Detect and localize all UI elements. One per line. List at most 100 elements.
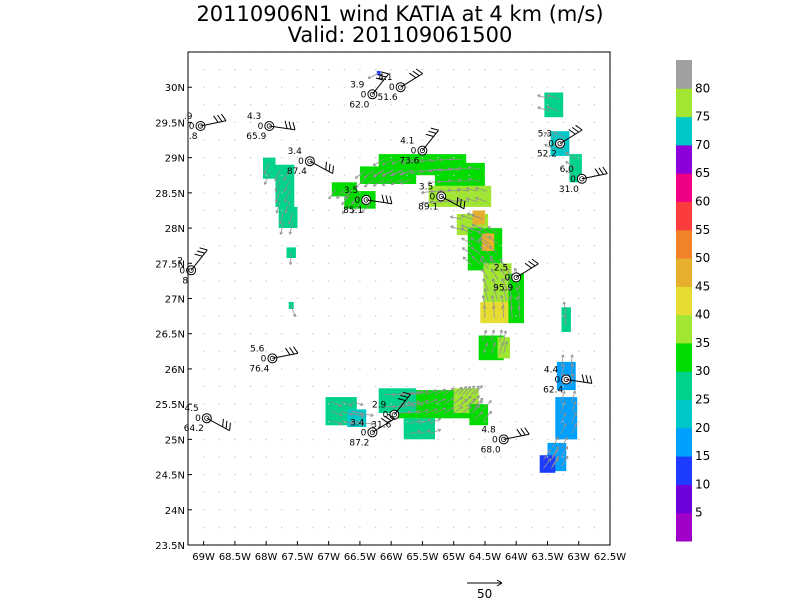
wind-vector-head (341, 210, 346, 215)
grid-dot (531, 385, 533, 388)
grid-dot (390, 509, 392, 511)
grid-dot (546, 121, 549, 124)
grid-dot (343, 509, 345, 511)
wind-vector (434, 407, 446, 414)
wind-vector (373, 169, 384, 177)
wind-vector-head (288, 231, 293, 235)
grid-dot (328, 368, 330, 370)
station-speed: 4.4 (544, 366, 559, 376)
grid-dot (249, 245, 252, 247)
grid-dot (234, 156, 236, 159)
station-speed: 4.8 (481, 425, 496, 435)
station-direction: .8 (189, 132, 198, 142)
wind-vector (401, 159, 413, 164)
grid-dot (499, 509, 502, 511)
grid-dot (515, 121, 517, 124)
wind-vector-head (274, 177, 278, 182)
chart-title: 20110906N1 wind KATIA at 4 km (m/s) (196, 2, 604, 26)
wind-vector (461, 237, 473, 245)
grid-dot (546, 86, 549, 88)
wind-vector-head (442, 398, 446, 402)
wind-vector-head (437, 179, 441, 184)
grid-dot (265, 68, 267, 71)
wind-vector-head (288, 261, 293, 265)
grid-dot (531, 297, 533, 300)
grid-dot (515, 68, 517, 71)
station-zero: 0 (548, 140, 554, 150)
grid-dot (437, 473, 439, 476)
wind-vector (544, 144, 556, 151)
grid-dot (374, 227, 377, 229)
colorbar-label: 45 (695, 279, 710, 293)
grid-dot (546, 526, 549, 529)
wind-barb (515, 263, 539, 278)
grid-dot (202, 473, 205, 476)
wind-vector-head (471, 385, 476, 390)
grid-dot (202, 209, 205, 212)
wind-vector-head (477, 230, 482, 235)
wind-vector-head (451, 397, 455, 401)
grid-dot (437, 68, 439, 71)
wind-vector-head (410, 170, 414, 175)
grid-dot (218, 86, 220, 88)
grid-dot (437, 385, 439, 388)
wind-vector-head (284, 199, 288, 203)
wind-barb-flag (428, 130, 437, 134)
grid-dot (343, 526, 345, 529)
grid-dot (234, 526, 236, 529)
grid-dot (593, 104, 596, 106)
grid-dot (202, 245, 205, 247)
grid-dot (328, 385, 330, 388)
wind-barb-flag (288, 347, 295, 355)
wind-vector (447, 180, 461, 182)
grid-dot (546, 192, 549, 194)
grid-dot (374, 86, 377, 88)
grid-dot (593, 227, 596, 229)
grid-dot (234, 104, 236, 106)
station-direction: 68.0 (481, 445, 501, 455)
wind-vector (392, 393, 405, 395)
grid-dot (453, 209, 455, 212)
grid-dot (531, 509, 533, 511)
wind-barb (400, 73, 423, 88)
wind-barb-flag (229, 422, 231, 431)
grid-dot (359, 156, 361, 159)
wind-vector-head (447, 188, 451, 193)
grid-dot (218, 333, 220, 335)
grid-dot (296, 368, 299, 370)
grid-dot (499, 156, 502, 159)
grid-dot (593, 156, 596, 159)
station-zero: 0 (492, 435, 498, 445)
grid-dot (249, 227, 252, 229)
grid-dot (328, 139, 330, 141)
grid-dot (312, 227, 314, 229)
grid-dot (265, 227, 267, 229)
wind-vector (352, 422, 364, 426)
grid-dot (499, 245, 502, 247)
grid-dot (343, 473, 345, 476)
wind-vector-head (427, 180, 431, 185)
grid-dot (312, 333, 314, 335)
grid-dot (406, 509, 408, 511)
grid-dot (578, 350, 580, 352)
wind-vector-head (460, 224, 465, 228)
wind-vector-head (562, 301, 567, 305)
grid-dot (312, 209, 314, 212)
grid-dot (265, 192, 267, 194)
grid-dot (437, 104, 439, 106)
grid-dot (515, 509, 517, 511)
grid-dot (374, 491, 377, 493)
reference-label: 50 (477, 587, 492, 600)
grid-dot (390, 245, 392, 247)
grid-dot (484, 121, 486, 124)
grid-dot (484, 385, 486, 388)
grid-dot (593, 526, 596, 529)
grid-dot (328, 297, 330, 300)
station-speed: 2 (177, 256, 183, 266)
grid-dot (406, 139, 408, 141)
grid-dot (562, 350, 564, 352)
wind-vector-head (360, 402, 364, 406)
grid-dot (531, 86, 533, 88)
wind-vector (481, 255, 490, 266)
wind-vector (452, 386, 463, 396)
